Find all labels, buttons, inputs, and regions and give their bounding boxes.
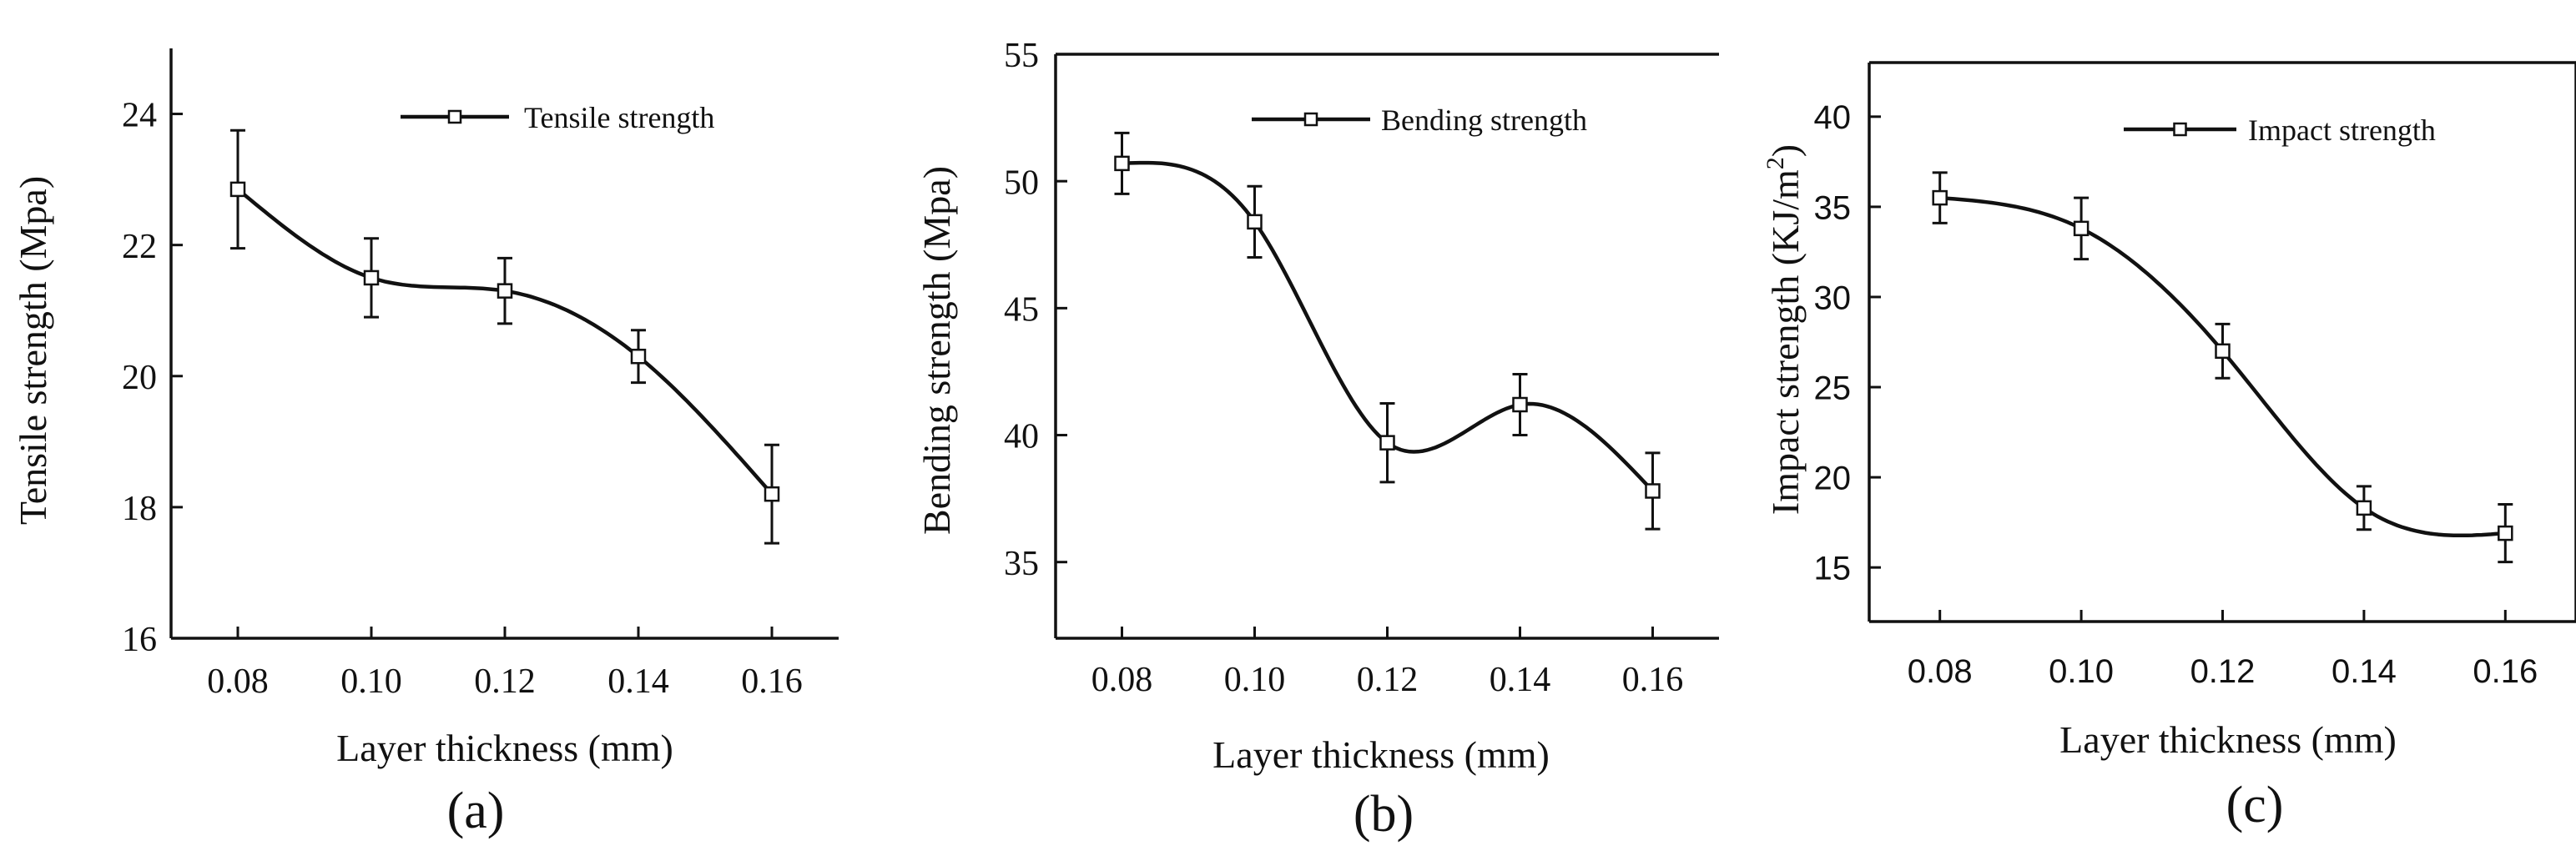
panel-b-ylabel: Bending strength (Mpa) (915, 166, 958, 535)
panel-c-label: (c) (2226, 777, 2284, 833)
panel-b-data-point (1512, 396, 1528, 413)
panel-c-x-tick-label: 0.12 (2190, 653, 2256, 690)
panel-a-ylabel: Tensile strength (Mpa) (12, 176, 54, 525)
panel-b-data-point (1645, 483, 1661, 499)
panel-b-x-tick-label: 0.12 (1357, 661, 1419, 699)
panel-c-data-point (2498, 525, 2513, 541)
panel-c-y-tick-label: 40 (1814, 99, 1852, 136)
panel-b-legend-label: Bending strength (1381, 103, 1587, 137)
panel-c-x-tick-label: 0.08 (1908, 653, 1973, 690)
panel-b-data-point (1379, 435, 1395, 451)
panel-a-xlabel: Layer thickness (mm) (336, 727, 673, 769)
panel-a-data-point (363, 269, 380, 286)
panel-c-ylabel: Impact strength (KJ/m2) (1762, 144, 1807, 515)
panel-a-data-point (764, 486, 780, 502)
panel-b-y-tick-label: 40 (1004, 418, 1039, 456)
panel-a-data-point (229, 181, 246, 198)
panel-a-y-tick-label: 24 (122, 97, 157, 135)
panel-c-x-tick-label: 0.16 (2473, 653, 2538, 690)
panel-c-x-tick-label: 0.10 (2049, 653, 2114, 690)
panel-b-xlabel: Layer thickness (mm) (1212, 733, 1550, 776)
panel-a-tensile: Tensile strength (Mpa) Layer thickness (… (12, 48, 839, 839)
panel-c-data-point (1932, 189, 1948, 206)
panel-a-legend-label: Tensile strength (524, 101, 714, 134)
panel-b-x-tick-label: 0.08 (1091, 661, 1153, 699)
panel-a-y-tick-label: 22 (122, 228, 157, 266)
panel-b-bending: Bending strength (Mpa) Layer thickness (… (915, 37, 1719, 843)
panel-a-y-tick-label: 16 (122, 621, 157, 659)
panel-c-legend-label: Impact strength (2248, 113, 2436, 147)
panel-c-data-point (2073, 220, 2090, 237)
panel-b-data-point (1247, 214, 1263, 230)
panel-b-label: (b) (1354, 786, 1414, 843)
panel-b-data-point (1114, 155, 1130, 172)
panel-c-x-tick-label: 0.14 (2332, 653, 2397, 690)
panel-b-y-tick-label: 35 (1004, 545, 1039, 583)
panel-b-y-tick-label: 45 (1004, 290, 1039, 329)
panel-a-y-tick-label: 18 (122, 490, 157, 528)
panel-b-x-tick-label: 0.16 (1622, 661, 1684, 699)
panel-c-y-tick-label: 25 (1814, 370, 1852, 406)
panel-c-data-point (2356, 500, 2372, 516)
panel-c-data-point (2215, 343, 2231, 360)
panel-b-y-tick-label: 55 (1004, 37, 1039, 75)
panel-c-impact: Impact strength (KJ/m2) Layer thickness … (1762, 61, 2576, 833)
panel-a-legend-marker (447, 109, 462, 124)
panel-c-ylabel-end: ) (1764, 144, 1807, 157)
panel-c-y-tick-label: 30 (1814, 279, 1852, 316)
panel-a-x-tick-label: 0.12 (474, 662, 536, 701)
panel-a-data-point (497, 283, 513, 299)
panel-a-data-point (630, 348, 647, 365)
panel-a-y-tick-label: 20 (122, 359, 157, 397)
panel-b-y-tick-label: 50 (1004, 164, 1039, 202)
panel-b-x-tick-label: 0.14 (1490, 661, 1551, 699)
panel-a-x-tick-label: 0.16 (741, 662, 803, 701)
panel-a-x-tick-label: 0.10 (340, 662, 402, 701)
panel-c-xlabel: Layer thickness (mm) (2059, 718, 2397, 761)
panel-a-series-line (236, 188, 774, 496)
panel-b-legend-marker (1303, 112, 1318, 127)
panel-c-y-tick-label: 20 (1814, 460, 1852, 496)
panel-a-label: (a) (447, 783, 505, 839)
panel-c-ylabel-sup: 2 (1762, 157, 1789, 169)
panel-c-y-tick-label: 15 (1814, 551, 1852, 587)
panel-c-ylabel-main: Impact strength (KJ/m (1764, 169, 1807, 515)
panel-b-x-tick-label: 0.10 (1224, 661, 1286, 699)
panel-c-legend-marker (2173, 122, 2187, 137)
panel-a-x-tick-label: 0.14 (607, 662, 669, 701)
panel-a-x-tick-label: 0.08 (207, 662, 269, 701)
panel-c-y-tick-label: 35 (1814, 189, 1852, 226)
